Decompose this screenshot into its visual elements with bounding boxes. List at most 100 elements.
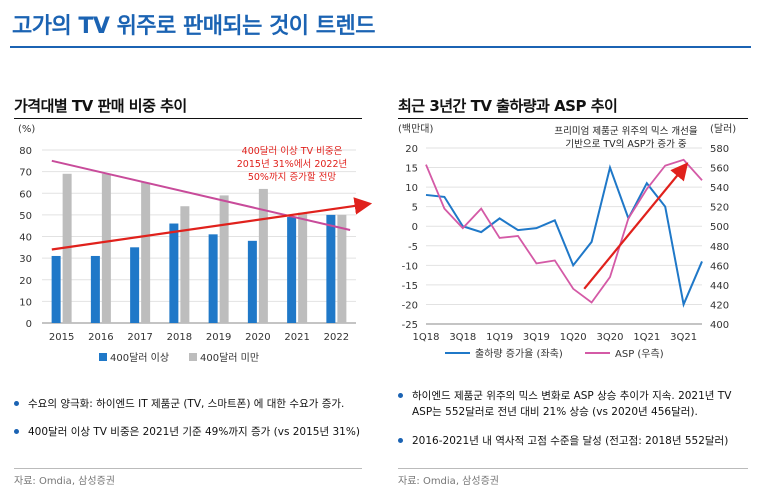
left-y-tick-label: 0 xyxy=(412,222,418,233)
left-y-tick-label: -15 xyxy=(402,281,418,292)
left-panel-title: 가격대별 TV 판매 비중 추이 xyxy=(14,97,187,115)
x-tick-label: 3Q18 xyxy=(449,332,476,343)
trend-arrow-400-plus xyxy=(51,197,373,251)
y-axis-unit: (%) xyxy=(18,124,35,135)
annotation-text: 프리미엄 제품군 위주의 믹스 개선을 xyxy=(554,125,697,137)
y-tick-label: 20 xyxy=(19,276,32,287)
y-tick-label: 10 xyxy=(19,297,32,308)
legend-label: 400달러 이상 xyxy=(110,352,169,364)
x-tick-label: 1Q20 xyxy=(560,332,587,343)
left-bullet-2-text: 400달러 이상 TV 비중은 2021년 기준 49%까지 증가 (vs 20… xyxy=(28,426,360,439)
bar-under-400 xyxy=(141,182,151,323)
left-bullet-1: 수요의 양극화: 하이엔드 IT 제품군 (TV, 스마트폰) 에 대한 수요가… xyxy=(14,396,374,412)
right-y-tick-label: 520 xyxy=(710,203,729,214)
right-source-rule xyxy=(398,468,748,469)
annotation-text: 400달러 이상 TV 비중은 xyxy=(242,145,343,157)
y-tick-label: 30 xyxy=(19,254,32,265)
x-tick-label: 3Q21 xyxy=(670,332,697,343)
left-y-tick-label: 20 xyxy=(405,144,418,155)
title-rule xyxy=(10,46,751,48)
left-y-tick-label: -25 xyxy=(402,320,418,331)
right-y-tick-label: 500 xyxy=(710,222,729,233)
y-tick-label: 40 xyxy=(19,233,32,244)
x-tick-label: 1Q21 xyxy=(633,332,660,343)
x-tick-label: 2022 xyxy=(324,332,349,343)
left-y-tick-label: 10 xyxy=(405,183,418,194)
x-tick-label: 3Q19 xyxy=(523,332,550,343)
annotation-text: 기반으로 TV의 ASP가 증가 중 xyxy=(565,139,687,150)
y-tick-label: 70 xyxy=(19,168,32,179)
trend-line-under-400 xyxy=(51,159,351,231)
y-tick-label: 80 xyxy=(19,146,32,157)
bullet-dot-icon xyxy=(14,429,19,435)
right-line-chart: (백만대) (달러) 20 15 10 5 0 -5 -10 -15 -20 -25 580 560 540… xyxy=(398,123,736,360)
annotation-text: 2015년 31%에서 2022년 xyxy=(237,159,347,170)
bar-400-plus xyxy=(51,255,61,323)
right-y-tick-label: 480 xyxy=(710,242,729,253)
bullet-dot-icon xyxy=(398,393,403,398)
y-tick-label: 0 xyxy=(26,319,32,330)
right-y-tick-label: 440 xyxy=(710,281,729,292)
x-tick-label: 2015 xyxy=(49,332,74,343)
bar-under-400 xyxy=(258,188,268,323)
bar-under-400 xyxy=(101,173,111,323)
left-bar-chart: (%) 0 10 20 30 40 50 60 70 80 2015 2016 2017 2018 2019… xyxy=(18,124,373,364)
left-bullet-2: 400달러 이상 TV 비중은 2021년 기준 49%까지 증가 (vs 20… xyxy=(14,424,374,440)
right-panel-title: 최근 3년간 TV 출하량과 ASP 추이 xyxy=(398,97,618,115)
left-y-tick-label: -10 xyxy=(402,261,418,272)
x-tick-label: 2021 xyxy=(284,332,309,343)
bar-400-plus xyxy=(169,223,179,323)
right-axis-unit: (달러) xyxy=(710,123,736,135)
right-y-tick-label: 460 xyxy=(710,261,729,272)
asp-trend-arrow xyxy=(583,162,689,290)
annotation-text: 50%까지 증가할 전망 xyxy=(248,172,337,183)
left-axis-unit: (백만대) xyxy=(398,123,434,135)
bar-400-plus xyxy=(208,234,218,323)
legend-swatch-under-400 xyxy=(189,353,197,361)
bar-under-400 xyxy=(180,206,190,323)
left-bullet-1-text: 수요의 양극화: 하이엔드 IT 제품군 (TV, 스마트폰) 에 대한 수요가… xyxy=(28,398,345,410)
x-tick-label: 2020 xyxy=(245,332,270,343)
right-y-tick-label: 540 xyxy=(710,183,729,194)
left-y-tick-label: 15 xyxy=(405,164,418,175)
right-source: 자료: Omdia, 삼성증권 xyxy=(398,476,499,487)
x-tick-label: 2017 xyxy=(127,332,152,343)
bar-400-plus xyxy=(90,255,100,323)
left-bullets: 수요의 양극화: 하이엔드 IT 제품군 (TV, 스마트폰) 에 대한 수요가… xyxy=(14,396,374,453)
right-bullet-2: 2016-2021년 내 역사적 고점 수준을 달성 (전고점: 2018년 5… xyxy=(398,433,750,449)
bullet-dot-icon xyxy=(14,401,19,406)
bar-400-plus xyxy=(287,217,297,323)
shipment-growth-line xyxy=(425,164,703,308)
right-y-tick-label: 580 xyxy=(710,144,729,155)
x-tick-label: 2018 xyxy=(167,332,192,343)
bullet-dot-icon xyxy=(398,437,403,443)
right-y-tick-label: 400 xyxy=(710,320,729,331)
legend-label: ASP (우측) xyxy=(615,348,664,360)
left-y-tick-label: -20 xyxy=(402,300,418,311)
right-bullet-1-text: 하이엔드 제품군 위주의 믹스 변화로 ASP 상승 추이가 지속. 2021년… xyxy=(412,390,732,419)
right-y-tick-label: 420 xyxy=(710,300,729,311)
right-panel-title-rule xyxy=(398,118,748,119)
x-tick-label: 2019 xyxy=(206,332,231,343)
page-title: 고가의 TV 위주로 판매되는 것이 트렌드 xyxy=(12,14,375,39)
legend-label: 400달러 미만 xyxy=(200,352,259,364)
right-y-tick-label: 560 xyxy=(710,164,729,175)
legend-label: 출하량 증가율 (좌축) xyxy=(475,347,563,360)
legend-swatch-400-plus xyxy=(99,353,107,361)
bar-under-400 xyxy=(298,212,308,323)
bar-400-plus xyxy=(130,247,140,323)
right-bullet-2-text: 2016-2021년 내 역사적 고점 수준을 달성 (전고점: 2018년 5… xyxy=(412,434,729,447)
right-bullets: 하이엔드 제품군 위주의 믹스 변화로 ASP 상승 추이가 지속. 2021년… xyxy=(398,388,750,461)
left-panel-title-rule xyxy=(14,118,362,119)
y-tick-label: 60 xyxy=(19,189,32,200)
left-y-tick-label: 5 xyxy=(412,203,418,214)
bar-under-400 xyxy=(62,173,72,323)
left-source: 자료: Omdia, 삼성증권 xyxy=(14,476,115,487)
left-y-tick-label: -5 xyxy=(408,242,418,253)
bar-400-plus xyxy=(326,214,336,323)
left-source-rule xyxy=(14,468,362,469)
y-tick-label: 50 xyxy=(19,211,32,222)
x-tick-label: 2016 xyxy=(88,332,113,343)
x-tick-label: 1Q19 xyxy=(486,332,513,343)
bar-under-400 xyxy=(219,195,229,323)
